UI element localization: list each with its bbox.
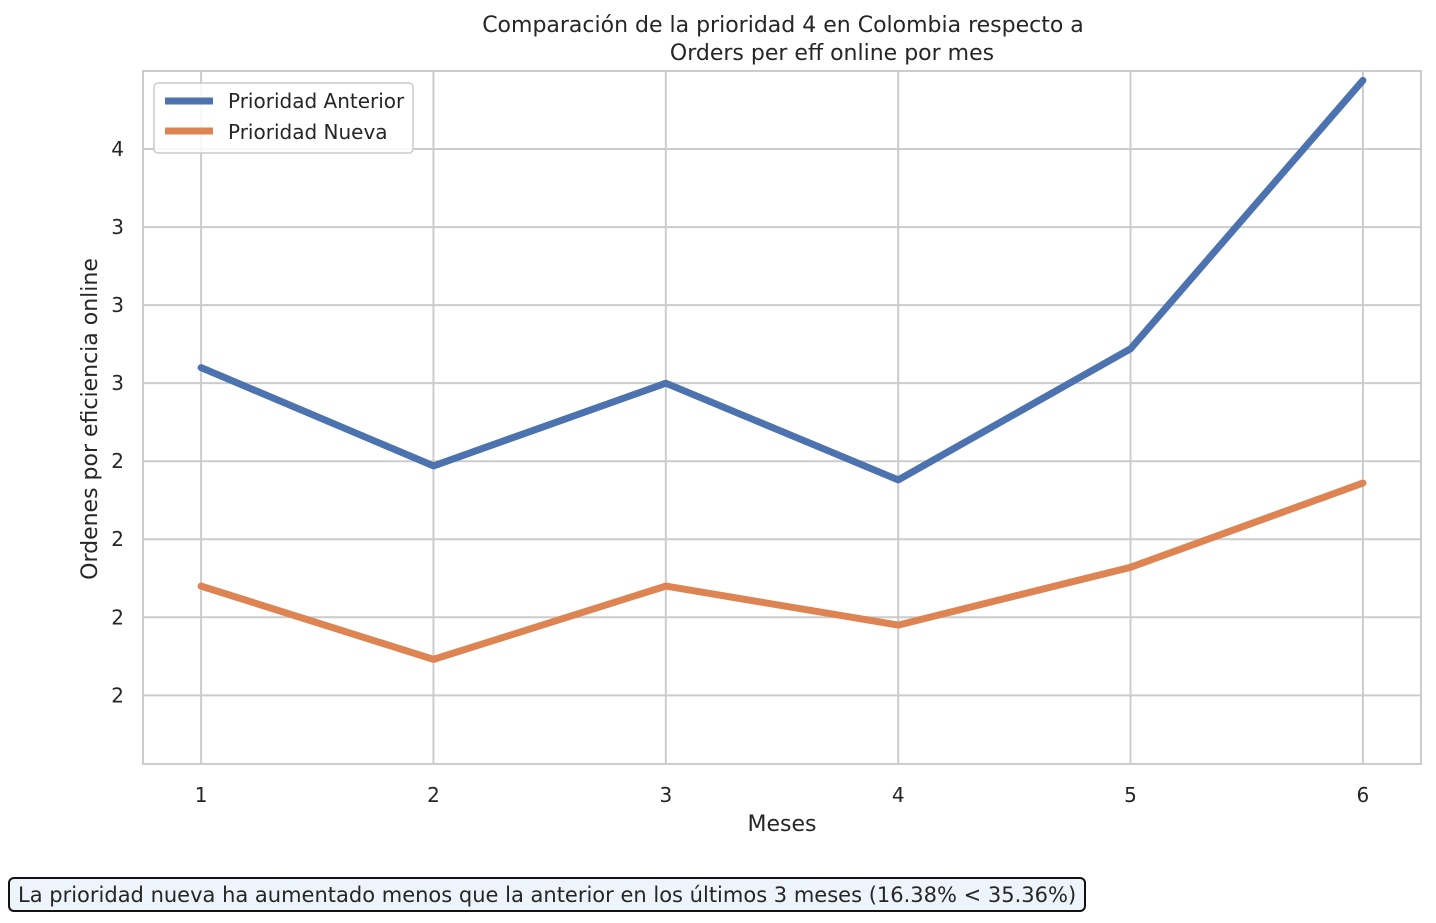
x-tick-label: 4: [892, 783, 905, 807]
x-axis-ticks: 1 2 3 4 5 6: [195, 783, 1370, 807]
plot-area-frame: [142, 70, 1422, 765]
series-lines: [197, 76, 1367, 663]
x-tick-label: 1: [195, 783, 208, 807]
chart-title-line-2: Orders per eff online por mes: [670, 41, 994, 66]
legend-label-prioridad-nueva: Prioridad Nueva: [228, 120, 388, 144]
y-tick-label: 2: [111, 683, 124, 707]
x-axis-label: Meses: [748, 812, 817, 837]
x-tick-label: 6: [1357, 783, 1370, 807]
chart-title-line-1: Comparación de la prioridad 4 en Colombi…: [482, 13, 1084, 38]
y-tick-label: 2: [111, 449, 124, 473]
x-tick-label: 3: [659, 783, 672, 807]
grid-lines: [143, 71, 1421, 764]
y-tick-label: 2: [111, 527, 124, 551]
x-tick-label: 2: [427, 783, 440, 807]
y-axis-ticks: 2 2 2 2 3 3 3 4: [111, 137, 124, 707]
y-tick-label: 4: [111, 137, 124, 161]
y-tick-label: 2: [111, 605, 124, 629]
x-tick-label: 5: [1124, 783, 1137, 807]
y-tick-label: 3: [111, 293, 124, 317]
series-line-prioridad-nueva: [197, 479, 1367, 663]
legend: Prioridad Anterior Prioridad Nueva: [153, 82, 414, 154]
legend-box: [153, 82, 414, 154]
series-line-prioridad-anterior: [197, 76, 1367, 484]
y-tick-label: 3: [111, 215, 124, 239]
y-axis-label: Ordenes por eficiencia online: [78, 258, 103, 580]
legend-label-prioridad-anterior: Prioridad Anterior: [228, 89, 405, 113]
y-tick-label: 3: [111, 371, 124, 395]
annotation-box: La prioridad nueva ha aumentado menos qu…: [8, 877, 1087, 912]
